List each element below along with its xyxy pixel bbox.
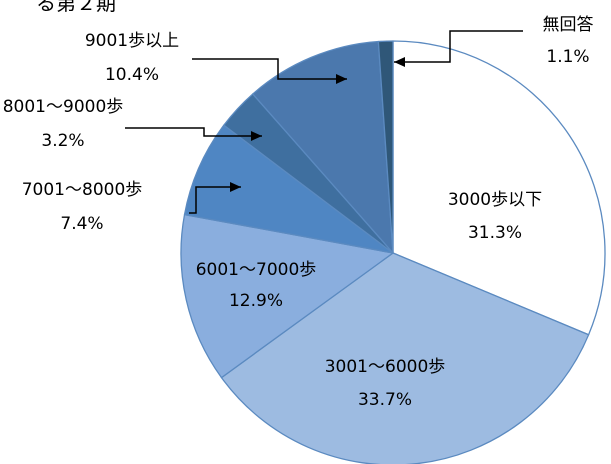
leader-arrowhead-4: [251, 131, 262, 141]
slice-value-label-2: 12.9%: [229, 291, 283, 311]
slice-value-label-5: 10.4%: [105, 65, 159, 85]
slice-category-label-4: 8001～9000歩: [3, 97, 124, 117]
chart-title-fragment: る第２期: [36, 0, 116, 15]
leader-line-3: [189, 186, 241, 214]
slice-value-label-4: 3.2%: [41, 131, 84, 151]
slice-value-label-0: 31.3%: [468, 223, 522, 243]
slice-category-label-6: 無回答: [543, 15, 594, 35]
leader-line-5: [192, 58, 347, 80]
leader-line-4: [125, 127, 262, 137]
pie-slice-3: [183, 124, 394, 254]
leader-arrowhead-6: [394, 57, 405, 67]
slice-category-label-1: 3001～6000歩: [325, 357, 446, 377]
leader-arrowhead-5: [336, 74, 347, 84]
pie-slice-1: [220, 252, 590, 464]
slice-value-label-1: 33.7%: [358, 390, 412, 410]
slice-category-label-3: 7001～8000歩: [22, 180, 143, 200]
slice-category-label-2: 6001～7000歩: [196, 260, 317, 280]
pie-slice-6: [377, 40, 394, 254]
slice-category-label-5: 9001歩以上: [85, 31, 179, 51]
pie-slice-0: [392, 40, 606, 336]
slice-category-label-0: 3000歩以下: [448, 190, 542, 210]
leader-line-6: [394, 30, 523, 63]
slice-value-label-6: 1.1%: [546, 47, 589, 67]
leader-arrowhead-3: [230, 182, 241, 192]
pie-slice-2: [180, 213, 394, 379]
pie-slice-5: [252, 40, 394, 254]
slice-value-label-3: 7.4%: [60, 214, 103, 234]
